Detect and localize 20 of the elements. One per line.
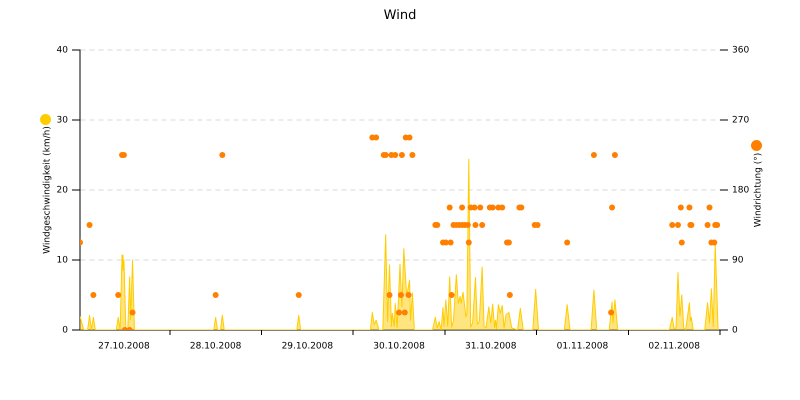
y2-tick-label: 0 (732, 325, 738, 336)
chart-title: Wind (384, 8, 416, 24)
y-tick-label: 10 (56, 255, 68, 266)
x-tick-label: 31.10.2008 (464, 342, 517, 352)
y2-tick-label: 360 (732, 45, 750, 56)
y-tick-label: 0 (62, 325, 68, 336)
x-tick-label: 29.10.2008 (282, 342, 334, 352)
y2-tick-label: 180 (732, 185, 750, 196)
y2-tick-label: 270 (732, 115, 750, 126)
y-tick-label: 20 (56, 185, 68, 196)
x-tick-label: 27.10.2008 (98, 342, 150, 352)
y2-tick-label: 90 (732, 255, 744, 266)
y2-axis-title: Windrichtung (°) (753, 152, 764, 228)
y-axis-title: Windgeschwindigkeit (km/h) (42, 126, 52, 254)
y-tick-label: 30 (56, 115, 68, 126)
x-tick-label: 02.11.2008 (648, 342, 700, 352)
y-tick-label: 40 (56, 45, 68, 56)
x-tick-label: 01.11.2008 (556, 342, 608, 352)
x-tick-label: 30.10.2008 (373, 342, 426, 352)
x-tick-label: 28.10.2008 (190, 342, 242, 352)
